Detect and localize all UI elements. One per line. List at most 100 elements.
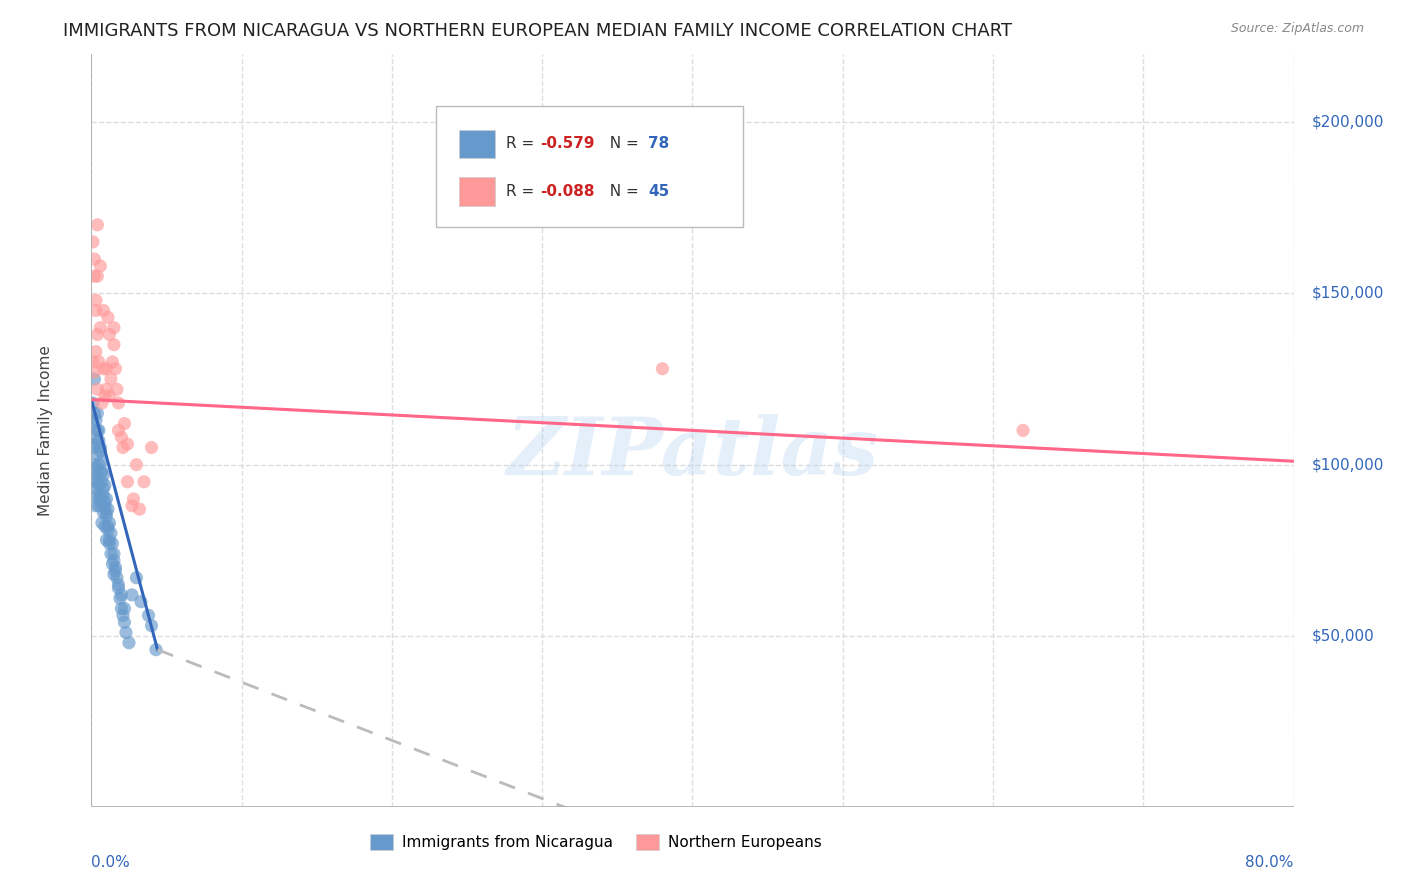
Point	[97, 310, 120, 325]
Point	[84, 413, 107, 427]
Text: 78: 78	[648, 136, 669, 152]
Point	[100, 526, 122, 541]
Text: IMMIGRANTS FROM NICARAGUA VS NORTHERN EUROPEAN MEDIAN FAMILY INCOME CORRELATION : IMMIGRANTS FROM NICARAGUA VS NORTHERN EU…	[63, 22, 1012, 40]
Point	[111, 608, 134, 623]
Point	[103, 553, 125, 567]
Point	[96, 361, 118, 376]
Point	[104, 564, 127, 578]
Point	[103, 337, 125, 351]
Point	[94, 499, 117, 513]
Point	[94, 495, 117, 509]
Point	[83, 365, 105, 379]
Point	[89, 488, 111, 502]
Point	[94, 389, 117, 403]
Point	[89, 465, 111, 479]
Text: -0.579: -0.579	[540, 136, 595, 152]
Point	[118, 636, 141, 650]
Point	[104, 361, 127, 376]
Point	[96, 533, 118, 547]
Point	[117, 475, 139, 489]
Point	[87, 491, 110, 506]
Point	[90, 475, 112, 489]
Legend: Immigrants from Nicaragua, Northern Europeans: Immigrants from Nicaragua, Northern Euro…	[364, 828, 828, 856]
Text: Source: ZipAtlas.com: Source: ZipAtlas.com	[1230, 22, 1364, 36]
Point	[87, 458, 110, 472]
Point	[105, 382, 128, 396]
Point	[84, 293, 107, 308]
Point	[103, 320, 125, 334]
Point	[110, 601, 132, 615]
Point	[90, 454, 112, 468]
Point	[110, 430, 132, 444]
Point	[98, 533, 121, 547]
Point	[651, 361, 673, 376]
Point	[97, 519, 120, 533]
Point	[87, 355, 110, 369]
Point	[101, 536, 124, 550]
Point	[98, 389, 121, 403]
Point	[86, 406, 108, 420]
Point	[115, 625, 138, 640]
Point	[83, 406, 105, 420]
Point	[114, 615, 136, 630]
Point	[90, 516, 112, 530]
Point	[107, 577, 129, 591]
Point	[132, 475, 155, 489]
Point	[141, 618, 163, 632]
Point	[107, 424, 129, 438]
Text: R =: R =	[506, 136, 540, 152]
Point	[129, 595, 152, 609]
Point	[94, 519, 117, 533]
Point	[84, 437, 107, 451]
FancyBboxPatch shape	[436, 106, 742, 227]
Point	[82, 235, 104, 249]
Point	[121, 499, 143, 513]
FancyBboxPatch shape	[460, 129, 495, 158]
Text: Median Family Income: Median Family Income	[38, 345, 53, 516]
Point	[100, 372, 122, 386]
Point	[103, 567, 125, 582]
Point	[84, 461, 107, 475]
Point	[125, 571, 148, 585]
Point	[89, 259, 111, 273]
Text: ZIPatlas: ZIPatlas	[506, 414, 879, 491]
Point	[122, 491, 145, 506]
Point	[83, 471, 105, 485]
Point	[108, 591, 131, 606]
Point	[84, 344, 107, 359]
Text: $100,000: $100,000	[1312, 458, 1384, 472]
Text: 45: 45	[648, 184, 669, 199]
Point	[89, 441, 111, 455]
Point	[101, 557, 124, 571]
Point	[1012, 424, 1035, 438]
Point	[86, 488, 108, 502]
Point	[98, 536, 121, 550]
Text: R =: R =	[506, 184, 540, 199]
Text: $150,000: $150,000	[1312, 285, 1384, 301]
Text: 80.0%: 80.0%	[1246, 855, 1294, 871]
Point	[89, 444, 111, 458]
Point	[84, 303, 107, 318]
Point	[93, 467, 115, 482]
Point	[114, 417, 136, 431]
Point	[90, 396, 112, 410]
Point	[86, 269, 108, 284]
Point	[87, 434, 110, 448]
Point	[121, 588, 143, 602]
Point	[93, 482, 115, 496]
Point	[84, 482, 107, 496]
Point	[125, 458, 148, 472]
Point	[128, 502, 150, 516]
Point	[83, 252, 105, 266]
Point	[82, 396, 104, 410]
Text: $50,000: $50,000	[1312, 629, 1374, 643]
Point	[117, 437, 139, 451]
Point	[141, 441, 163, 455]
Point	[86, 327, 108, 342]
Point	[93, 361, 115, 376]
Point	[86, 467, 108, 482]
Point	[90, 465, 112, 479]
Point	[98, 327, 121, 342]
FancyBboxPatch shape	[460, 178, 495, 206]
Point	[86, 424, 108, 438]
